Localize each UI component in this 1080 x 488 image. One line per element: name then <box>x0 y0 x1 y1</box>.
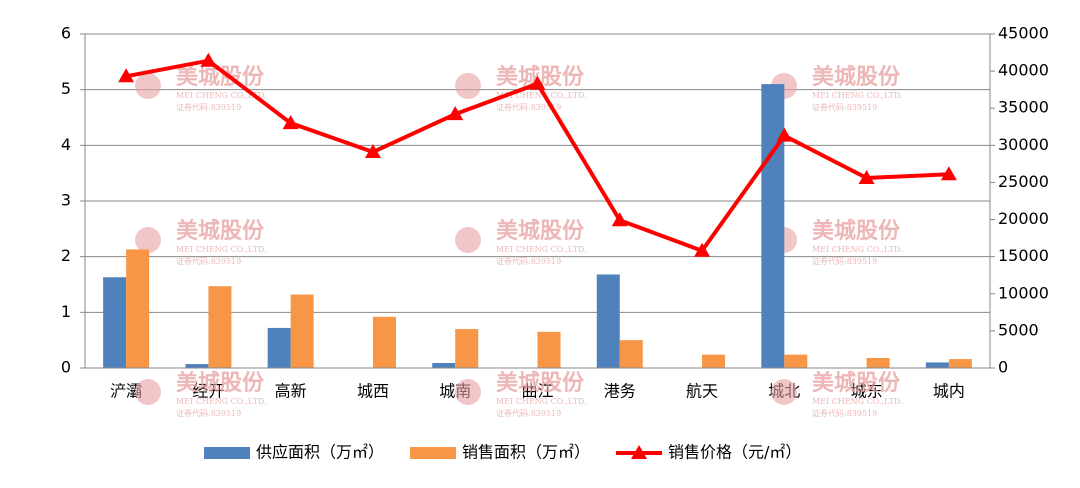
legend-label: 销售面积（万㎡） <box>462 443 590 462</box>
watermark: 美城股份 <box>176 370 265 396</box>
y2-tick-label: 45000 <box>998 24 1049 43</box>
watermark: 证券代码:839519 <box>496 408 561 418</box>
y-tick-label: 3 <box>61 191 71 210</box>
marker <box>282 115 299 130</box>
watermark: 美城股份 <box>812 370 901 396</box>
watermark: 证券代码:839519 <box>496 256 561 266</box>
bar <box>948 359 972 368</box>
watermark: 证券代码:839519 <box>496 102 561 112</box>
watermark-logo <box>455 227 481 253</box>
x-tick-label: 曲江 <box>521 382 553 401</box>
bar <box>432 362 456 368</box>
y2-tick-label: 35000 <box>998 98 1049 117</box>
watermark: MEI CHENG CO.,LTD. <box>812 245 903 254</box>
marker <box>776 127 793 142</box>
y2-tick-label: 30000 <box>998 135 1049 154</box>
watermark: MEI CHENG CO.,LTD. <box>176 91 267 100</box>
watermark: 美城股份 <box>496 370 585 396</box>
x-tick-label: 城内 <box>933 382 965 401</box>
watermark: 美城股份 <box>496 218 585 244</box>
watermark: 美城股份 <box>812 64 901 90</box>
watermark-logo <box>455 379 481 405</box>
watermark: 证券代码:839519 <box>176 408 241 418</box>
bar <box>185 364 209 368</box>
bar <box>372 316 396 368</box>
watermark-logo <box>135 73 161 99</box>
marker <box>940 166 957 181</box>
x-tick-label: 浐灞 <box>110 382 142 401</box>
bar <box>596 274 620 368</box>
watermark: MEI CHENG CO.,LTD. <box>812 91 903 100</box>
bar <box>126 249 150 368</box>
y2-tick-label: 20000 <box>998 209 1049 228</box>
watermark-logo <box>135 379 161 405</box>
watermark: MEI CHENG CO.,LTD. <box>496 245 587 254</box>
y2-tick-label: 0 <box>998 358 1008 377</box>
legend-swatch <box>631 445 648 459</box>
bar <box>925 362 949 368</box>
marker <box>200 52 217 67</box>
bar <box>761 84 785 368</box>
legend-swatch <box>204 447 250 459</box>
bar <box>866 357 890 368</box>
y2-tick-label: 15000 <box>998 246 1049 265</box>
marker <box>118 68 135 83</box>
marker <box>364 144 381 159</box>
marker <box>447 106 464 121</box>
bar <box>702 354 726 368</box>
y-tick-label: 4 <box>61 135 71 154</box>
y-tick-label: 0 <box>61 358 71 377</box>
watermark: 证券代码:839519 <box>812 408 877 418</box>
bar <box>290 294 314 368</box>
watermark-logo <box>771 379 797 405</box>
y-tick-label: 1 <box>61 302 71 321</box>
legend-label: 销售价格（元/㎡） <box>668 443 801 462</box>
watermark: 证券代码:839519 <box>176 256 241 266</box>
marker <box>529 75 546 90</box>
watermark: 美城股份 <box>812 218 901 244</box>
watermark: MEI CHENG CO.,LTD. <box>176 397 267 406</box>
watermark: MEI CHENG CO.,LTD. <box>496 397 587 406</box>
y2-tick-label: 25000 <box>998 172 1049 191</box>
watermark: 美城股份 <box>176 218 265 244</box>
x-tick-label: 城西 <box>357 382 389 401</box>
y2-tick-label: 10000 <box>998 283 1049 302</box>
bar <box>784 354 808 368</box>
watermark: MEI CHENG CO.,LTD. <box>176 245 267 254</box>
marker <box>611 212 628 227</box>
watermark: 证券代码:839519 <box>812 102 877 112</box>
bar <box>267 327 291 368</box>
y2-tick-label: 5000 <box>998 320 1039 339</box>
x-tick-label: 港务 <box>604 382 636 401</box>
bar <box>455 329 479 368</box>
x-tick-label: 高新 <box>275 382 307 401</box>
watermark: MEI CHENG CO.,LTD. <box>812 397 903 406</box>
legend-label: 供应面积（万㎡） <box>256 443 384 462</box>
y-tick-label: 5 <box>61 79 71 98</box>
bar <box>537 331 561 368</box>
x-tick-label: 城东 <box>851 382 883 401</box>
legend-swatch <box>410 447 457 459</box>
watermark: 证券代码:839519 <box>176 102 241 112</box>
bar <box>208 286 232 368</box>
bar <box>619 340 643 368</box>
watermark-logo <box>135 227 161 253</box>
marker <box>694 242 711 257</box>
marker <box>858 169 875 184</box>
watermark: MEI CHENG CO.,LTD. <box>496 91 587 100</box>
x-tick-label: 航天 <box>686 382 718 401</box>
y2-tick-label: 40000 <box>998 61 1049 80</box>
y-tick-label: 6 <box>61 24 71 43</box>
y-tick-label: 2 <box>61 246 71 265</box>
x-tick-label: 经开 <box>192 382 224 401</box>
bar <box>103 277 127 368</box>
watermark-logo <box>455 73 481 99</box>
watermark: 证券代码:839519 <box>812 256 877 266</box>
